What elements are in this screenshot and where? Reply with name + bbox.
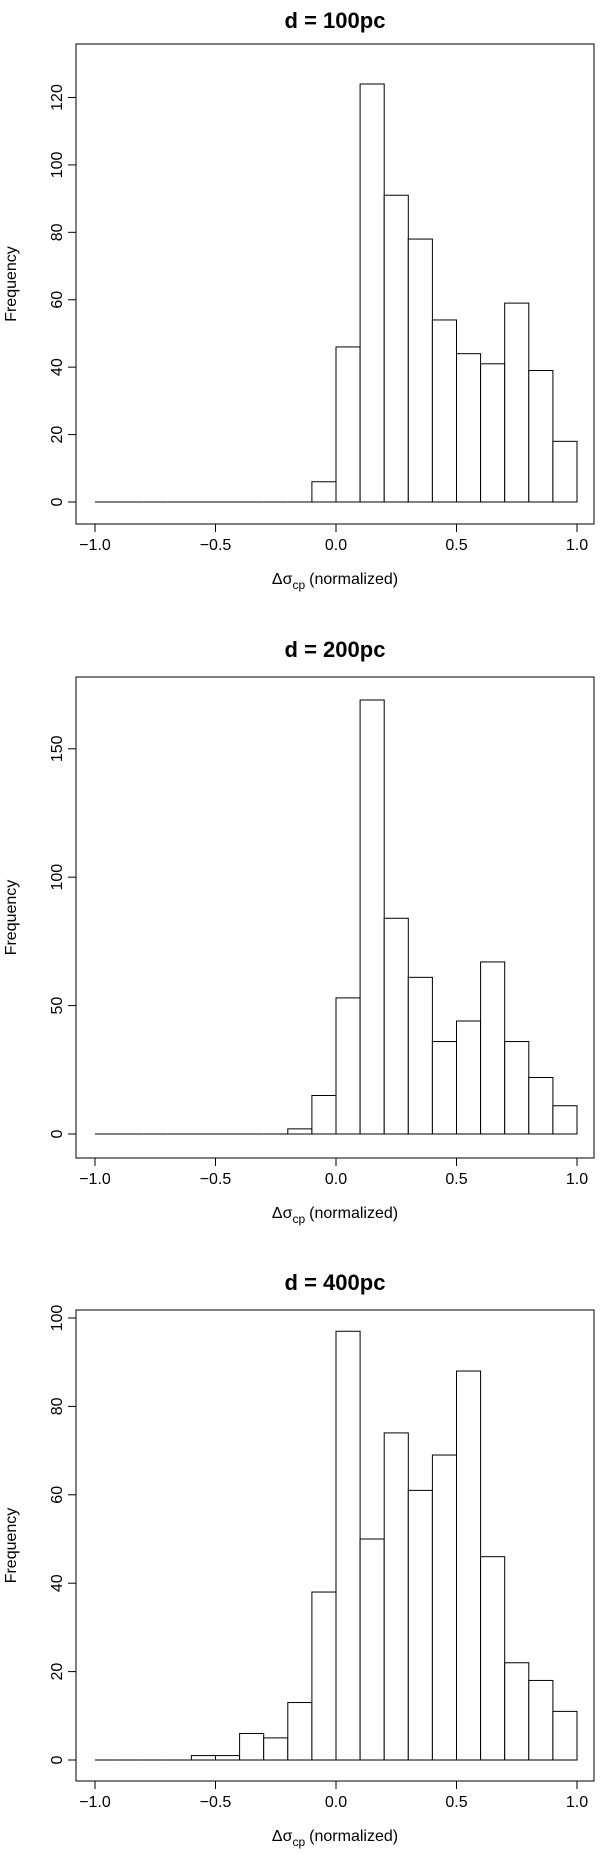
- histogram-bar: [431, 1454, 457, 1761]
- histogram-panel-3: d = 400pc −1.0 −0.5 0.0 0.5 1.0 0 20 40 60 80 100 Fr…: [3, 1270, 595, 1849]
- histogram-bar: [504, 1041, 530, 1135]
- histogram-bar: [311, 481, 337, 503]
- x-tick-label: 0.0: [325, 1171, 347, 1188]
- y-tick-label: 60: [49, 1486, 66, 1504]
- histogram-bar: [480, 363, 506, 503]
- histogram-bar: [456, 1370, 482, 1761]
- histogram-bar: [239, 1732, 265, 1761]
- y-tick-label: 80: [49, 223, 66, 241]
- x-tick-label: −0.5: [200, 1171, 232, 1188]
- histogram-bar: [335, 997, 361, 1135]
- histogram-bar: [528, 1679, 554, 1761]
- x-tick-label: 0.5: [445, 1171, 467, 1188]
- y-tick-label: 50: [49, 997, 66, 1015]
- histogram-bar: [311, 1591, 337, 1761]
- histogram-bar: [383, 1432, 409, 1761]
- histogram-bar: [480, 961, 506, 1135]
- x-tick-label: 0.5: [445, 1794, 467, 1811]
- histogram-bar: [456, 1020, 482, 1135]
- y-axis-label: Frequency: [3, 1508, 20, 1584]
- y-tick-label: 120: [49, 84, 66, 111]
- x-axis-label: Δσcp (normalized): [272, 1205, 398, 1226]
- histogram-bar: [504, 302, 530, 503]
- histogram-bar: [383, 194, 409, 503]
- histogram-bar: [528, 370, 554, 503]
- histogram-bar: [552, 440, 578, 503]
- histogram-bar: [287, 1702, 313, 1761]
- y-tick-label: 0: [49, 1129, 66, 1138]
- histogram-bar: [359, 83, 385, 503]
- x-axis-label-suffix: (normalized): [309, 1828, 398, 1845]
- histogram-bar: [335, 346, 361, 503]
- x-tick-label: 0.5: [445, 537, 467, 554]
- histogram-panel-2: d = 200pc −1.0 −0.5 0.0 0.5 1.0 0 50 100 150 Frequ…: [3, 637, 595, 1226]
- x-tick-label: 1.0: [566, 537, 588, 554]
- histogram-bar: [552, 1105, 578, 1135]
- y-axis-label: Frequency: [3, 880, 20, 956]
- y-tick-label: 100: [49, 1305, 66, 1332]
- histogram-bar: [311, 1094, 337, 1135]
- histogram-bar: [480, 1556, 506, 1761]
- chart-title: d = 100pc: [285, 8, 386, 33]
- x-axis-label-suffix: (normalized): [309, 1205, 398, 1222]
- x-tick-label: −0.5: [200, 1794, 232, 1811]
- x-tick-label: 0.0: [325, 1794, 347, 1811]
- x-axis-label: Δσcp (normalized): [272, 571, 398, 592]
- chart-title: d = 400pc: [285, 1270, 386, 1295]
- x-tick-label: 1.0: [566, 1794, 588, 1811]
- x-tick-label: −0.5: [200, 537, 232, 554]
- histogram-bar: [190, 1755, 216, 1761]
- x-axis-label-subscript: cp: [292, 1835, 305, 1849]
- histogram-bar: [335, 1330, 361, 1761]
- y-tick-label: 20: [49, 1663, 66, 1681]
- histogram-bar: [504, 1662, 530, 1761]
- x-tick-label: −1.0: [79, 1171, 111, 1188]
- histogram-bar: [407, 238, 433, 503]
- y-tick-label: 100: [49, 864, 66, 891]
- histogram-bar: [431, 1041, 457, 1135]
- x-axis-label-subscript: cp: [292, 578, 305, 592]
- histogram-bar: [456, 353, 482, 503]
- y-tick-label: 80: [49, 1397, 66, 1415]
- y-tick-label: 60: [49, 291, 66, 309]
- x-axis-label-suffix: (normalized): [309, 571, 398, 588]
- x-axis-label-symbol: Δσ: [272, 1205, 293, 1222]
- y-tick-label: 0: [49, 1755, 66, 1764]
- histogram-bar: [215, 1755, 241, 1761]
- x-axis-label-symbol: Δσ: [272, 1828, 293, 1845]
- x-axis-label-subscript: cp: [292, 1212, 305, 1226]
- chart-title: d = 200pc: [285, 637, 386, 662]
- histogram-bar: [359, 1538, 385, 1761]
- y-tick-label: 40: [49, 1574, 66, 1592]
- histogram-bar: [263, 1737, 289, 1761]
- y-tick-label: 40: [49, 358, 66, 376]
- x-axis-label: Δσcp (normalized): [272, 1828, 398, 1849]
- x-tick-label: −1.0: [79, 537, 111, 554]
- histogram-bar: [287, 1128, 313, 1135]
- histogram-bar: [431, 319, 457, 503]
- histogram-panel-1: d = 100pc −1.0 −0.5 0.0 0.5 1.0 0 20 40 60 80 100 12…: [3, 8, 595, 592]
- histogram-bar: [528, 1077, 554, 1135]
- y-tick-label: 100: [49, 151, 66, 178]
- y-axis-label: Frequency: [3, 246, 20, 322]
- histogram-bar: [407, 976, 433, 1135]
- histogram-bar: [407, 1489, 433, 1761]
- x-axis-label-symbol: Δσ: [272, 571, 293, 588]
- x-tick-label: −1.0: [79, 1794, 111, 1811]
- y-tick-label: 150: [49, 735, 66, 762]
- histogram-bar: [359, 699, 385, 1135]
- histogram-bar: [383, 917, 409, 1135]
- x-tick-label: 0.0: [325, 537, 347, 554]
- y-tick-label: 20: [49, 426, 66, 444]
- histogram-bar: [552, 1710, 578, 1761]
- x-tick-label: 1.0: [566, 1171, 588, 1188]
- y-tick-label: 0: [49, 497, 66, 506]
